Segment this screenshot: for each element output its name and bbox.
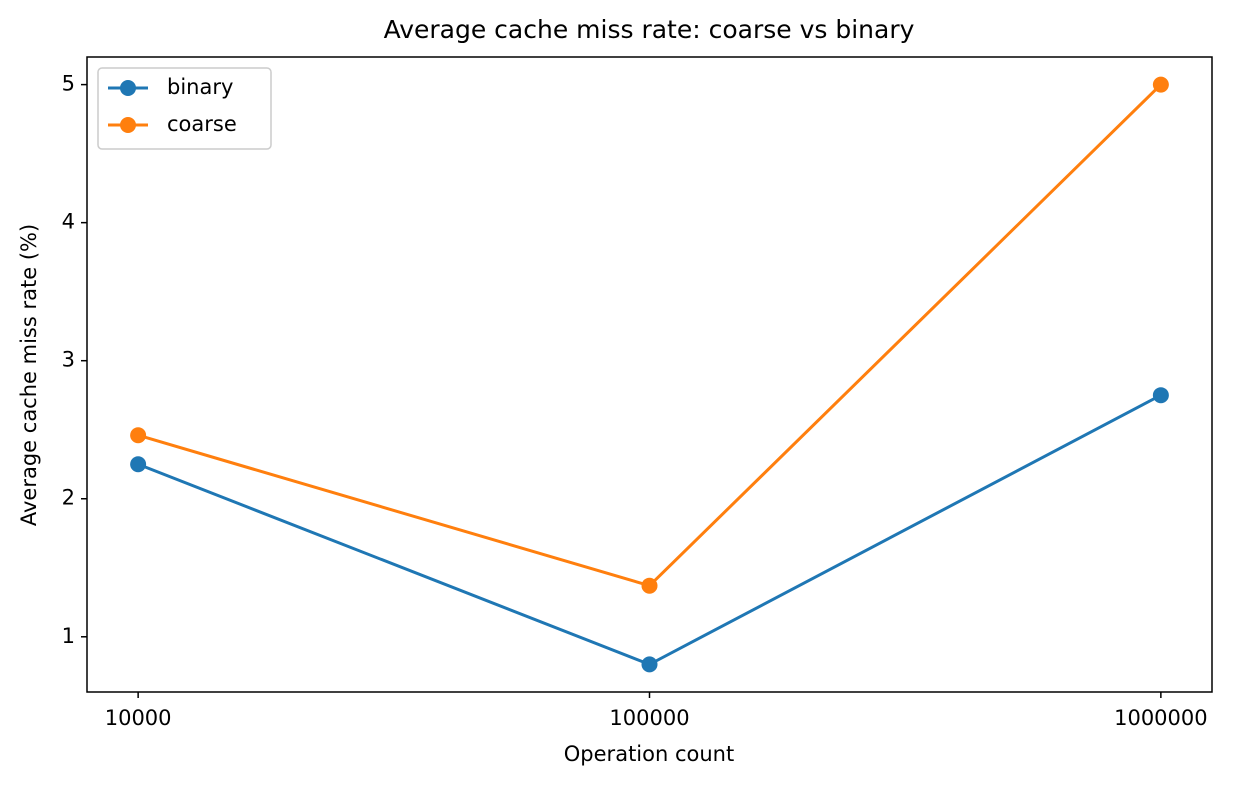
- x-tick-label: 1000000: [1114, 706, 1208, 730]
- plot-frame: [86, 56, 1213, 693]
- y-tick-label: 3: [62, 348, 75, 372]
- data-point: [130, 456, 147, 473]
- data-point: [1152, 76, 1169, 93]
- chart-title: Average cache miss rate: coarse vs binar…: [384, 15, 915, 44]
- series-line: [137, 83, 1162, 588]
- x-axis-label: Operation count: [564, 742, 734, 766]
- legend-label: coarse: [167, 112, 237, 136]
- legend-marker: [120, 117, 136, 133]
- data-point: [1152, 387, 1169, 404]
- legend-marker: [120, 80, 136, 96]
- y-tick-label: 4: [62, 210, 75, 234]
- data-point: [130, 427, 147, 444]
- series-line: [137, 393, 1162, 667]
- data-point: [641, 577, 658, 594]
- y-tick-label: 5: [62, 72, 75, 96]
- y-tick-label: 2: [62, 486, 75, 510]
- data-point: [641, 656, 658, 673]
- x-tick-label: 10000: [105, 706, 172, 730]
- x-tick-label: 100000: [609, 706, 689, 730]
- y-tick-label: 1: [62, 624, 75, 648]
- y-axis-label: Average cache miss rate (%): [17, 224, 41, 526]
- legend-label: binary: [167, 75, 233, 99]
